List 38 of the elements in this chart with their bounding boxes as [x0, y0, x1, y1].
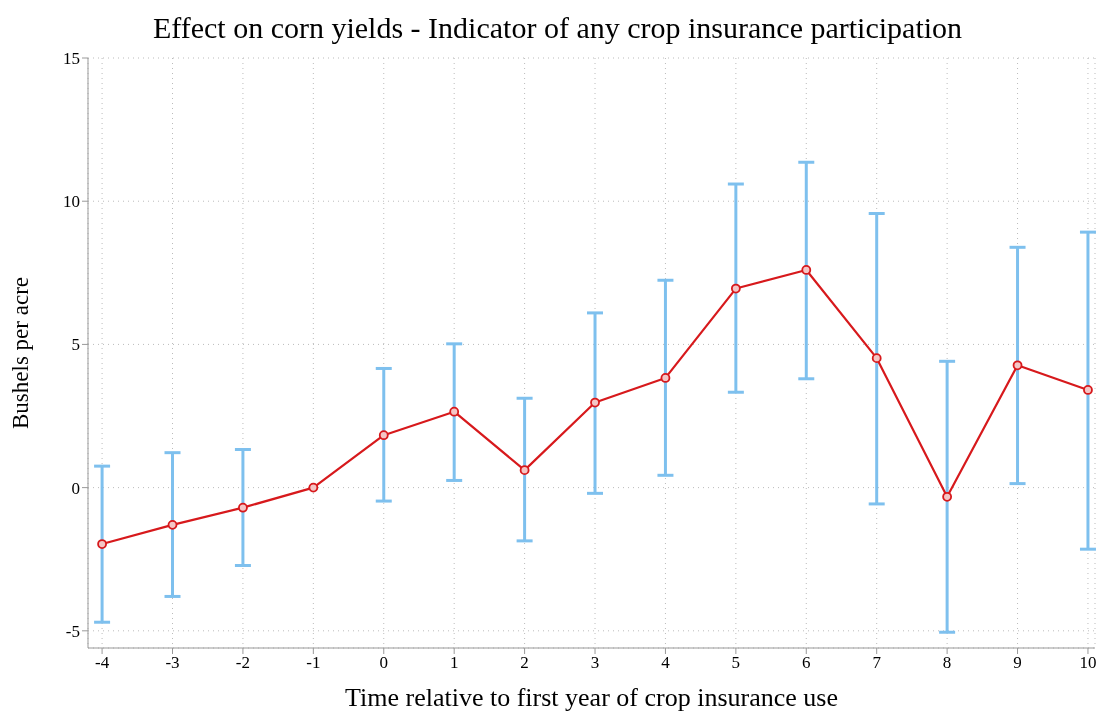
point	[660, 373, 671, 383]
point	[449, 406, 460, 417]
point	[801, 265, 812, 275]
point	[871, 353, 882, 364]
x-tick-label: -4	[95, 653, 110, 673]
point	[378, 430, 389, 441]
x-tick-label: 5	[731, 653, 741, 673]
y-tick-label: 10	[63, 192, 80, 212]
point	[97, 539, 107, 549]
point	[590, 397, 600, 408]
x-axis-title: Time relative to first year of crop insurance use	[345, 683, 838, 712]
y-tick-label: 0	[71, 478, 80, 498]
x-tick-label: 3	[590, 653, 600, 673]
point	[730, 283, 741, 294]
x-tick-label: 4	[661, 653, 671, 673]
y-axis-title: Bushels per acre	[8, 277, 34, 429]
y-tick-label: 5	[71, 335, 80, 355]
x-tick-label: -3	[165, 653, 180, 673]
x-tick-label: 7	[872, 653, 882, 673]
point	[519, 465, 530, 476]
x-tick-label: 0	[379, 653, 389, 673]
point	[1083, 385, 1093, 395]
x-tick-label: 6	[802, 653, 811, 673]
point	[238, 502, 248, 513]
point	[942, 491, 953, 502]
point	[167, 519, 178, 530]
x-tick-label: 9	[1013, 653, 1022, 673]
x-tick-label: -2	[235, 653, 251, 673]
x-tick-label: 1	[449, 653, 459, 673]
x-tick-label: 10	[1079, 653, 1097, 673]
point	[1012, 360, 1023, 371]
chart-title: Effect on corn yields - Indicator of any crop insurance participation	[151, 10, 964, 46]
x-tick-label: -1	[306, 653, 321, 673]
point	[308, 482, 319, 493]
y-tick-label: 15	[63, 49, 80, 69]
y-tick-label: -5	[65, 621, 80, 641]
x-tick-label: 8	[942, 653, 952, 673]
x-tick-label: 2	[520, 653, 529, 673]
